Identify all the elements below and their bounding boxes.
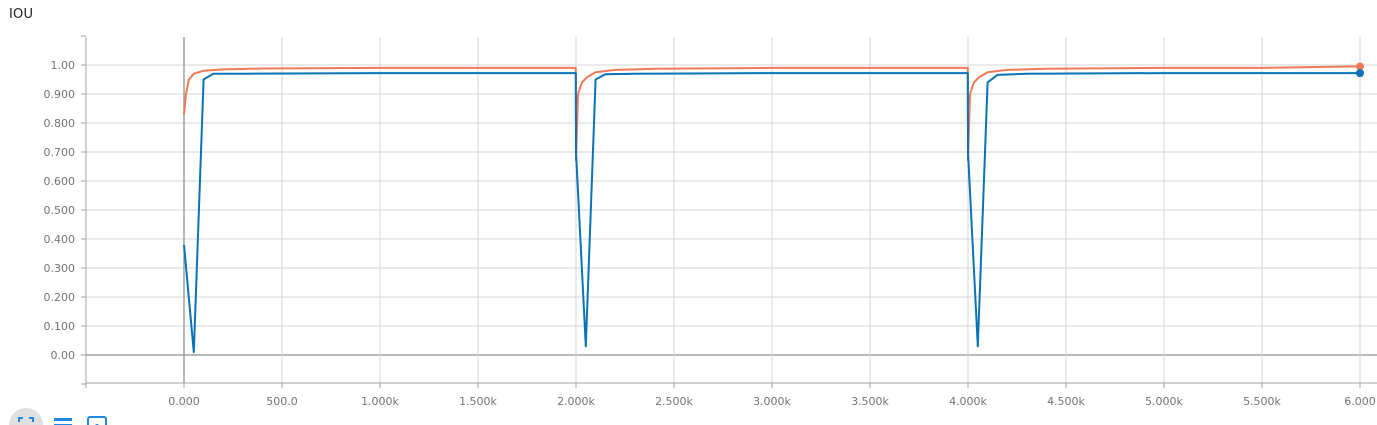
x-tick-label: 5.500k [1243,395,1281,405]
y-tick-label: 0.500 [44,204,76,217]
x-tick-label: 3.000k [753,395,791,405]
y-tick-label: 1.00 [51,59,76,72]
series-layer [183,62,1364,354]
x-tick-label: 0.000 [168,395,200,405]
axis-layer [81,35,1377,388]
y-tick-label: 0.300 [44,262,76,275]
x-tick-label: 6.000 [1344,395,1376,405]
series-line-blue [183,72,1360,354]
fit-domain-button[interactable] [9,408,43,425]
x-tick-label: 500.0 [266,395,298,405]
y-tick-label: 0.200 [44,291,76,304]
y-tick-label: 0.600 [44,175,76,188]
log-scale-button[interactable] [45,408,79,425]
x-tick-label: 4.500k [1047,395,1085,405]
y-tick-label: 0.100 [44,320,76,333]
grid-layer [86,37,1377,383]
chart-toolbar [9,408,129,425]
fit-domain-icon [18,417,34,422]
x-tick-label: 1.500k [459,395,497,405]
x-tick-label: 3.500k [851,395,889,405]
series-endpoint-blue[interactable] [1356,69,1364,78]
zoom-selection-button[interactable] [79,408,113,425]
series-endpoint-orange[interactable] [1356,62,1364,71]
chart-plot[interactable]: 0.00 0.100 0.200 0.300 0.400 0.500 0.600 0.700 0… [0,0,1377,405]
log-scale-icon [54,418,72,425]
y-tick-label: 0.400 [44,233,76,246]
series-line-orange [183,65,1361,162]
y-tick-label: 0.800 [44,117,76,130]
chart-title: IOU [9,7,34,22]
y-tick-label: 0.00 [51,349,76,362]
x-tick-label: 4.000k [949,395,987,405]
x-tick-label: 1.000k [361,395,399,405]
x-tick-label: 2.500k [655,395,693,405]
y-tick-label: 0.700 [44,146,76,159]
zoom-selection-icon [87,416,107,425]
x-tick-label: 2.000k [557,395,595,405]
x-tick-label: 5.000k [1145,395,1183,405]
tick-labels: 0.00 0.100 0.200 0.300 0.400 0.500 0.600 0.700 0… [44,59,1376,405]
y-tick-label: 0.900 [44,88,76,101]
